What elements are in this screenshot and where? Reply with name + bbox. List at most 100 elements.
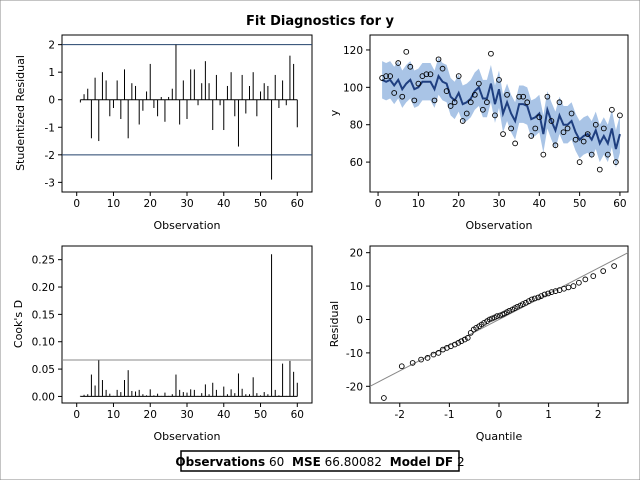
fit-observation-point [528, 133, 535, 139]
fit-observation-point [447, 103, 454, 109]
qq-point [494, 313, 500, 319]
fit-observation-point [387, 73, 394, 79]
fit-observation-point [516, 93, 523, 100]
resid-xtick-label: 40 [217, 198, 230, 210]
resid-xtick-label: 30 [180, 198, 193, 210]
qq-ytick-label: 20 [350, 248, 363, 260]
fit-observation-point [423, 71, 430, 78]
resid-xtick-label: 0 [73, 198, 80, 210]
qq-point [582, 276, 589, 283]
fit-xtick-label: 20 [452, 198, 465, 210]
resid-xtick-label: 10 [107, 198, 120, 210]
cooks-ytick-label: 0.25 [32, 255, 55, 267]
cooks-ytick-label: 0.20 [32, 282, 55, 294]
qq-point [570, 283, 577, 289]
qq-point [552, 288, 559, 294]
fit-observation-point [580, 138, 587, 145]
qq-xtick-label: 1 [545, 409, 552, 421]
fit-observation-point [500, 131, 506, 137]
fit-observation-point [455, 73, 462, 79]
resid-ytick-label: -1 [45, 122, 55, 134]
xlabel-cooks: Observation [154, 430, 221, 443]
resid-ytick-label: -2 [45, 150, 55, 162]
fit-observation-point [463, 110, 470, 117]
qq-point [545, 290, 551, 297]
fit-observation-point [435, 56, 442, 63]
fit-observation-point [609, 106, 615, 113]
df-value: 2 [457, 455, 465, 469]
qq-point [525, 298, 532, 304]
qq-point [455, 340, 462, 346]
qq-point [611, 263, 617, 269]
qq-ytick-label: -20 [346, 381, 363, 393]
fit-observation-point [588, 151, 595, 158]
qq-point [435, 350, 442, 356]
fit-observation-point [560, 129, 567, 136]
ylabel-fit: y [328, 109, 341, 116]
fit-xtick-label: 0 [375, 198, 382, 210]
qq-point [535, 294, 542, 301]
qq-point [418, 356, 424, 363]
qq-ytick-label: 0 [356, 314, 363, 326]
fit-observation-point [548, 118, 555, 124]
qq-ytick-label: -10 [346, 348, 363, 360]
xlabel-fit: Observation [466, 219, 533, 232]
qq-reference-line [369, 252, 629, 387]
qq-point [381, 395, 387, 401]
fit-observation-point [439, 65, 446, 72]
fit-observation-point [617, 112, 623, 119]
cooks-ytick-label: 0.10 [32, 337, 55, 349]
ylabel-qq: Residual [328, 301, 341, 347]
qq-point [538, 293, 545, 299]
cooks-ytick-label: 0.15 [32, 309, 55, 321]
qq-point [451, 341, 458, 348]
fit-observation-point [475, 80, 482, 87]
stats-box [180, 450, 460, 472]
cooks-xtick-label: 20 [144, 409, 157, 421]
fit-observation-point [596, 166, 603, 173]
ylabel-resid: Studentized Residual [14, 55, 27, 171]
qq-point [576, 279, 582, 286]
obs-label: Observations [175, 455, 265, 469]
fit-observation-point [524, 99, 531, 106]
qq-point [531, 295, 538, 302]
stats-text: Observations 60 MSE 66.80082 Model DF 2 [175, 455, 464, 469]
fit-ytick-label: 80 [350, 120, 363, 132]
fit-observation-point [504, 91, 510, 98]
fit-confidence-band [382, 57, 620, 168]
qq-point [473, 324, 480, 331]
fit-xtick-label: 30 [492, 198, 505, 210]
fit-line [381, 73, 621, 150]
cooks-xtick-label: 0 [73, 409, 80, 421]
fit-observation-point [520, 93, 527, 100]
xlabel-qq: Quantile [476, 430, 523, 443]
fit-observation-point [488, 50, 494, 57]
fit-observation-point [576, 159, 583, 165]
fit-observation-point [564, 125, 571, 132]
resid-ytick-label: 2 [48, 40, 55, 52]
fit-observation-point [395, 60, 402, 66]
resid-ytick-label: 1 [48, 67, 55, 79]
qq-ytick-label: 10 [350, 281, 363, 293]
fit-observation-point [592, 121, 599, 128]
qq-point [464, 335, 471, 341]
chart-title: Fit Diagnostics for y [246, 14, 394, 29]
mse-value: 66.80082 [325, 455, 382, 469]
fit-observation-point [427, 71, 434, 78]
fit-observation-point [492, 112, 498, 119]
cooks-xtick-label: 30 [180, 409, 193, 421]
fit-observation-point [403, 48, 410, 55]
resid-ytick-label: -3 [45, 177, 55, 189]
cooks-xtick-label: 50 [254, 409, 267, 421]
df-label: Model DF [390, 455, 453, 469]
qq-point [506, 307, 513, 314]
qq-point [398, 363, 405, 370]
qq-point [458, 338, 465, 345]
qq-point [541, 291, 548, 298]
qq-point [522, 299, 529, 306]
fit-observation-point [411, 97, 418, 104]
qq-point [430, 351, 437, 358]
fit-observation-point [613, 159, 619, 165]
